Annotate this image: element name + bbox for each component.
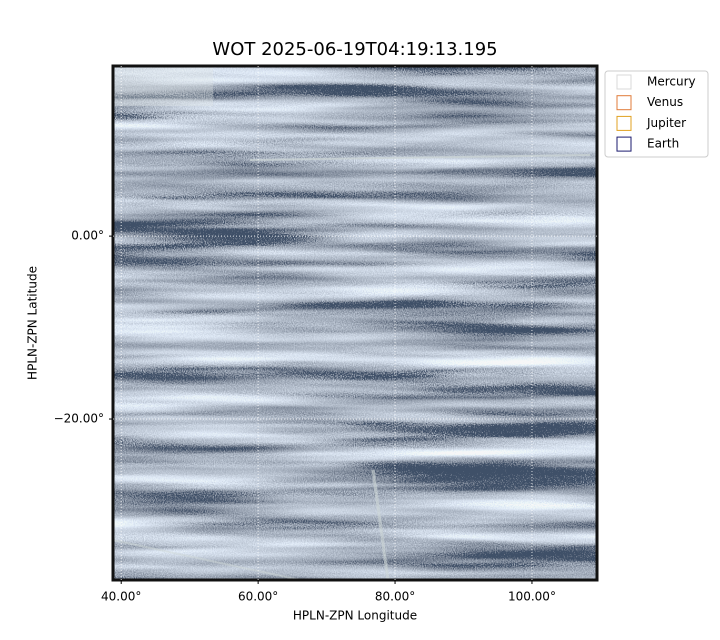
y-axis-label: HPLN-ZPN Latitude <box>26 266 40 380</box>
x-axis-label: HPLN-ZPN Longitude <box>293 609 417 623</box>
x-tick-label: 60.00° <box>238 590 278 604</box>
y-tick-label: 0.00° <box>71 229 104 243</box>
chart-title: WOT 2025-06-19T04:19:13.195 <box>212 39 497 60</box>
legend-label: Jupiter <box>646 116 686 130</box>
legend <box>604 70 709 158</box>
legend-marker <box>616 115 632 131</box>
legend-label: Venus <box>647 95 683 109</box>
y-tick-label: −20.00° <box>54 412 104 426</box>
legend-marker <box>616 74 632 90</box>
x-tick-label: 80.00° <box>375 590 415 604</box>
x-tick-label: 100.00° <box>508 590 556 604</box>
plot-frame <box>111 64 599 582</box>
legend-label: Mercury <box>647 75 696 89</box>
legend-marker <box>616 95 632 111</box>
legend-marker <box>616 136 632 152</box>
x-tick-label: 40.00° <box>101 590 141 604</box>
legend-label: Earth <box>647 137 679 151</box>
image <box>113 66 597 580</box>
